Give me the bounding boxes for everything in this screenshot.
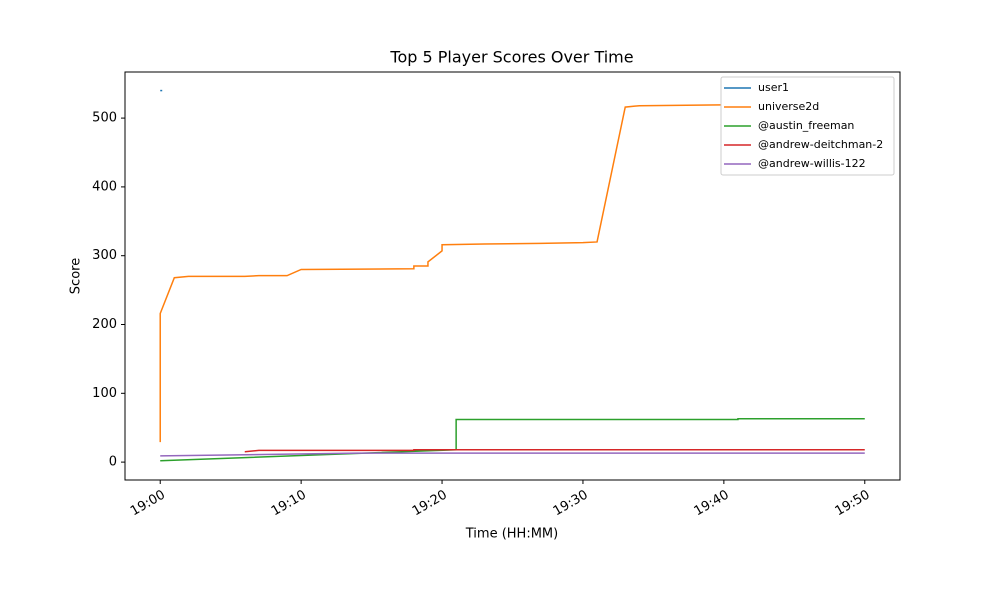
legend-label: user1 [758, 81, 789, 94]
series-line [160, 452, 865, 457]
legend-label: @andrew-willis-122 [758, 157, 866, 170]
y-axis-label: Score [69, 258, 84, 294]
legend-label: @austin_freeman [758, 119, 854, 132]
series-line [244, 448, 865, 453]
y-tick-label: 300 [92, 248, 117, 263]
y-tick-label: 400 [92, 179, 117, 194]
legend-label: universe2d [758, 100, 819, 113]
chart-title: Top 5 Player Scores Over Time [389, 48, 633, 67]
series-line [160, 418, 865, 462]
legend-box [720, 76, 895, 176]
plot-frame [124, 71, 901, 481]
y-tick-label: 200 [92, 317, 117, 332]
y-tick-label: 500 [92, 111, 117, 126]
series-line [159, 102, 865, 443]
y-tick-label: 0 [109, 455, 117, 470]
x-axis-label: Time (HH:MM) [465, 527, 558, 542]
y-tick-label: 100 [92, 386, 117, 401]
legend-label: @andrew-deitchman-2 [758, 138, 883, 151]
legend: user1 universe2d @austin_freeman @andrew-de… [720, 76, 895, 176]
